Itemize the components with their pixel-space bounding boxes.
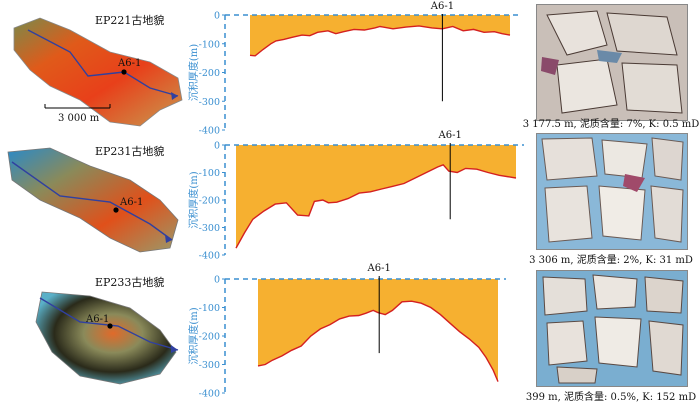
- arrow-icon: [171, 92, 178, 100]
- y-tick-label-2-1: -100: [199, 168, 220, 179]
- y-tick-label-1-1: -100: [199, 39, 220, 50]
- y-tick-label-1-0: 0: [214, 11, 220, 22]
- y-tick-label-1-2: -200: [199, 68, 220, 79]
- thickness-line-3: [257, 300, 499, 382]
- arrow-icon: [171, 345, 178, 353]
- map-title: EP233古地貌: [95, 276, 165, 289]
- well-marker: [107, 323, 113, 329]
- scale-bar-label: 3 000 m: [58, 113, 100, 124]
- well-annotation-1: A6-1: [430, 1, 454, 12]
- y-tick-label-3-4: -400: [199, 389, 220, 400]
- y-tick-label-1-3: -300: [199, 97, 220, 108]
- thin-section-photo-2: [536, 133, 688, 250]
- photo-caption-2: 3 306 m, 泥质含量: 2%, K: 31 mD: [529, 255, 693, 266]
- y-tick-label-1-4: -400: [199, 126, 220, 137]
- arrow-icon: [165, 235, 172, 243]
- thickness-charts: 0 -100 -200 -300 -400 沉积厚度(m) A6-1 0 -100 -200 -30…: [187, 1, 524, 400]
- section-line: [11, 161, 173, 241]
- y-axis-label-2: 沉积厚度(m): [187, 171, 200, 228]
- thickness-line-2: [235, 163, 517, 249]
- well-label: A6-1: [119, 197, 143, 208]
- y-tick-label-2-4: -400: [199, 251, 220, 262]
- thickness-area-2: [236, 145, 516, 249]
- y-tick-label-3-3: -300: [199, 360, 220, 371]
- well-annotation-3: A6-1: [367, 263, 391, 274]
- map-title: EP221古地貌: [95, 14, 165, 27]
- thickness-area-3: [258, 279, 498, 382]
- y-tick-label-3-2: -200: [199, 332, 220, 343]
- well-marker: [113, 207, 119, 213]
- y-tick-label-3-0: 0: [214, 275, 220, 286]
- photo-caption-3: 399 m, 泥质含量: 0.5%, K: 152 mD: [525, 392, 697, 403]
- y-tick-label-2-3: -300: [199, 223, 220, 234]
- y-tick-label-2-0: 0: [214, 141, 220, 152]
- thin-section-photo-1: [536, 4, 688, 121]
- thickness-area-1: [250, 15, 510, 56]
- photo-caption-1: 3 177.5 m, 泥质含量: 7%, K: 0.5 mD: [522, 119, 700, 130]
- well-label: A6-1: [117, 58, 141, 69]
- y-axis-label-1: 沉积厚度(m): [187, 44, 200, 101]
- paleo-map-2: A6-1: [7, 147, 179, 253]
- section-line: [27, 29, 179, 97]
- y-axis-label-3: 沉积厚度(m): [187, 307, 200, 364]
- paleo-map-3: A6-1: [35, 291, 179, 385]
- paleo-map-1: A6-1 3 000 m: [13, 17, 183, 127]
- thickness-line-1: [249, 25, 511, 57]
- y-tick-label-3-1: -100: [199, 303, 220, 314]
- thin-section-photo-3: [536, 270, 688, 387]
- well-marker: [121, 69, 127, 75]
- well-annotation-2: A6-1: [438, 130, 462, 141]
- map-title: EP231古地貌: [95, 145, 165, 158]
- y-tick-label-2-2: -200: [199, 196, 220, 207]
- well-label: A6-1: [85, 314, 109, 325]
- section-line: [39, 297, 179, 351]
